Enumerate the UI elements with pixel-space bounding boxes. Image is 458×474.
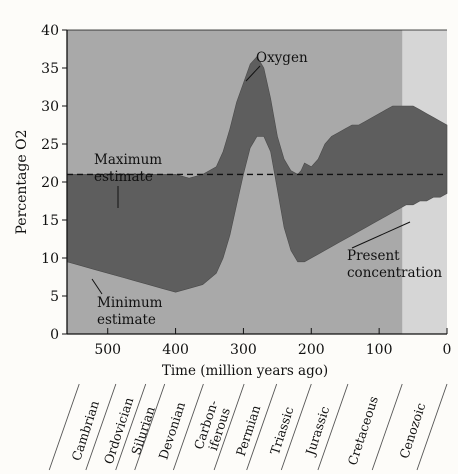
period-divider	[280, 383, 312, 471]
period-label: Jurassic	[302, 404, 332, 458]
y-ticks: 0 5 10 15 20 25 30 35 40	[41, 23, 67, 343]
x-tick-label: 200	[298, 342, 325, 358]
period-label: Triassic	[267, 405, 297, 457]
oxygen-pointer	[245, 65, 261, 82]
x-tick-label: 300	[230, 342, 257, 358]
period-divider	[371, 383, 403, 471]
period-label: Permian	[233, 403, 264, 458]
minimum-annotation-line1: Minimum	[97, 295, 163, 311]
x-tick-label: 0	[443, 342, 452, 358]
y-tick-label: 10	[41, 251, 59, 267]
period-label: Silurian	[128, 404, 158, 456]
minimum-pointer	[91, 278, 103, 295]
x-axis-label: Time (million years ago)	[162, 363, 328, 379]
oxygen-annotation: Oxygen	[256, 50, 308, 66]
period-divider	[85, 383, 117, 471]
maximum-annotation-line1: Maximum	[94, 152, 162, 168]
period-divider	[48, 383, 80, 471]
y-tick-label: 40	[41, 23, 59, 39]
minimum-annotation-line2: estimate	[97, 312, 156, 328]
x-tick-label: 500	[94, 342, 121, 358]
period-label: Carbon-iferous	[191, 398, 234, 455]
y-tick-label: 25	[41, 137, 59, 153]
oxygen-band	[66, 56, 448, 293]
period-divider	[317, 383, 349, 471]
present-annotation-line2: concentration	[347, 265, 442, 281]
present-pointer	[351, 221, 411, 249]
period-label: Ordovician	[101, 395, 137, 466]
y-tick-label: 15	[41, 213, 59, 229]
y-tick-label: 20	[41, 175, 59, 191]
annotations: OxygenMaximumestimateMinimumestimatePres…	[91, 50, 442, 328]
y-tick-label: 5	[50, 289, 59, 305]
oxygen-estimate-area	[66, 56, 448, 293]
maximum-annotation-line2: estimate	[94, 169, 153, 185]
period-divider	[416, 383, 448, 471]
period-divider	[246, 383, 278, 471]
x-ticks: 500 400 300 200 100 0	[94, 328, 451, 358]
x-tick-label: 100	[366, 342, 393, 358]
present-annotation-line1: Present	[347, 248, 400, 264]
y-axis-label: Percentage O2	[14, 130, 30, 235]
period-divider	[213, 383, 245, 471]
period-divider	[134, 383, 166, 471]
x-tick-label: 400	[162, 342, 189, 358]
period-label: Devonian	[155, 400, 188, 461]
axis-labels: Time (million years ago) Percentage O2	[14, 130, 328, 379]
y-tick-label: 0	[50, 327, 59, 343]
period-divider	[115, 383, 147, 471]
y-tick-label: 30	[41, 99, 59, 115]
period-label: Cretaceous	[345, 394, 381, 467]
period-divider	[172, 383, 204, 471]
y-tick-label: 35	[41, 61, 59, 77]
period-label: Cambrian	[68, 399, 102, 463]
